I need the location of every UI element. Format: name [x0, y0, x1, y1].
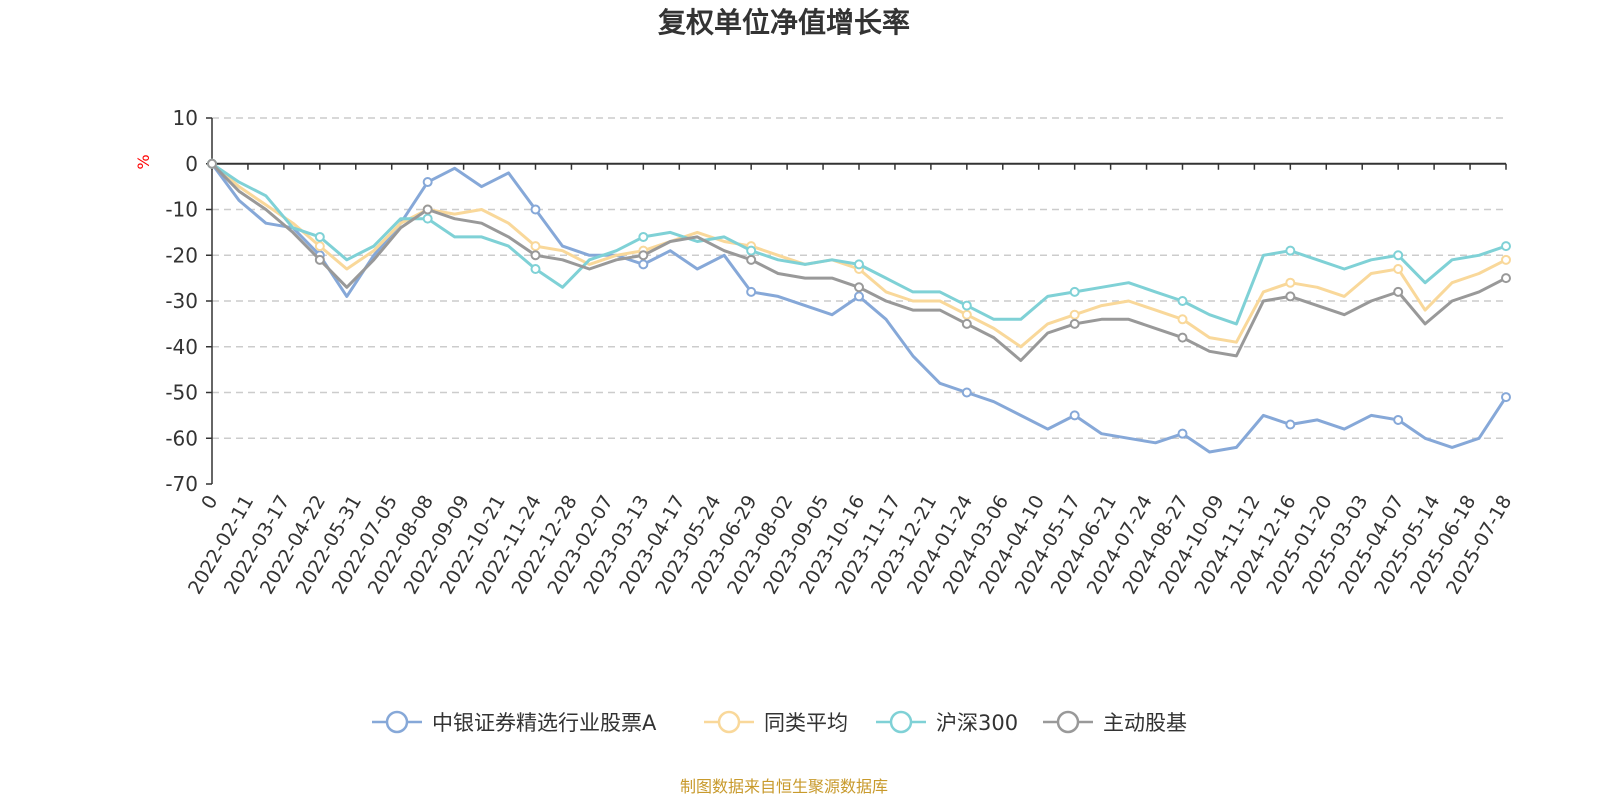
- y-tick-label: -20: [165, 243, 198, 267]
- series-point: [1177, 314, 1188, 325]
- series-point: [1285, 277, 1296, 288]
- legend-circle-icon: [385, 710, 409, 734]
- legend-item-2[interactable]: 沪深300: [876, 710, 1018, 735]
- series-point: [422, 177, 433, 188]
- y-tick-label: 10: [173, 106, 198, 130]
- series-point: [1069, 309, 1080, 320]
- series-point: [207, 158, 217, 169]
- legend-item-3[interactable]: 主动股基: [1043, 710, 1187, 735]
- series-point: [1393, 250, 1404, 261]
- series-point: [530, 263, 541, 274]
- legend-circle-icon: [889, 710, 913, 734]
- series-point: [854, 282, 864, 293]
- series-point: [422, 213, 433, 224]
- series-point: [1501, 273, 1511, 284]
- series-point: [961, 318, 972, 329]
- series-point: [1501, 392, 1511, 403]
- series-point: [746, 286, 757, 297]
- series-point: [638, 231, 649, 242]
- series-point: [1501, 241, 1511, 252]
- series-point: [961, 309, 972, 320]
- series-point: [854, 259, 864, 270]
- series-point: [961, 387, 972, 398]
- series-point: [314, 231, 325, 242]
- x-axis-ticks: 02022-02-112022-03-172022-04-222022-05-3…: [184, 163, 1516, 598]
- y-tick-label: -40: [165, 335, 198, 359]
- series-point: [530, 250, 541, 261]
- y-tick-label: -60: [165, 426, 198, 450]
- series-point: [1501, 254, 1511, 265]
- series-point: [1285, 291, 1296, 302]
- series-point: [1393, 263, 1404, 274]
- series-point: [1285, 245, 1296, 256]
- series-point: [314, 254, 325, 265]
- series-point: [1069, 286, 1080, 297]
- y-axis-ticks: 10 0 -10 -20 -30 -40 -50 -60 -70: [165, 106, 212, 496]
- data-source-note: 制图数据来自恒生聚源数据库: [680, 777, 888, 796]
- x-tick-label: 0: [197, 492, 222, 513]
- series-point: [1393, 286, 1404, 297]
- legend-label: 主动股基: [1103, 711, 1187, 735]
- series-point: [314, 241, 325, 252]
- series-point: [1177, 332, 1188, 343]
- legend[interactable]: 中银证券精选行业股票A 同类平均 沪深300 主动股基: [372, 710, 1187, 735]
- legend-label: 中银证券精选行业股票A: [432, 711, 657, 735]
- y-tick-label: -30: [165, 289, 198, 313]
- series-point: [638, 259, 649, 270]
- series-point: [1177, 296, 1188, 306]
- series-point: [530, 204, 541, 215]
- series-point: [422, 204, 433, 215]
- series-line-0: [210, 162, 1508, 454]
- legend-label: 沪深300: [936, 711, 1018, 735]
- series-point: [1285, 419, 1296, 430]
- chart-title: 复权单位净值增长率: [658, 6, 910, 39]
- series-point: [1069, 318, 1080, 329]
- series-point: [638, 250, 649, 261]
- series-point: [961, 300, 972, 311]
- legend-item-0[interactable]: 中银证券精选行业股票A: [372, 710, 657, 735]
- series-point: [746, 254, 757, 265]
- series-point: [746, 245, 757, 256]
- series-point: [1177, 428, 1188, 439]
- series-point: [854, 291, 864, 302]
- y-tick-label: 0: [185, 152, 198, 176]
- series-point: [1069, 410, 1080, 421]
- series-lines: [207, 158, 1511, 454]
- legend-label: 同类平均: [764, 711, 848, 735]
- y-tick-label: -50: [165, 381, 198, 405]
- y-unit-label: %: [134, 154, 153, 169]
- series-point: [1393, 414, 1404, 425]
- series-point: [530, 241, 541, 252]
- legend-item-1[interactable]: 同类平均: [704, 710, 848, 735]
- y-tick-label: -70: [165, 472, 198, 496]
- y-tick-label: -10: [165, 198, 198, 222]
- legend-circle-icon: [1056, 710, 1080, 734]
- legend-circle-icon: [717, 710, 741, 734]
